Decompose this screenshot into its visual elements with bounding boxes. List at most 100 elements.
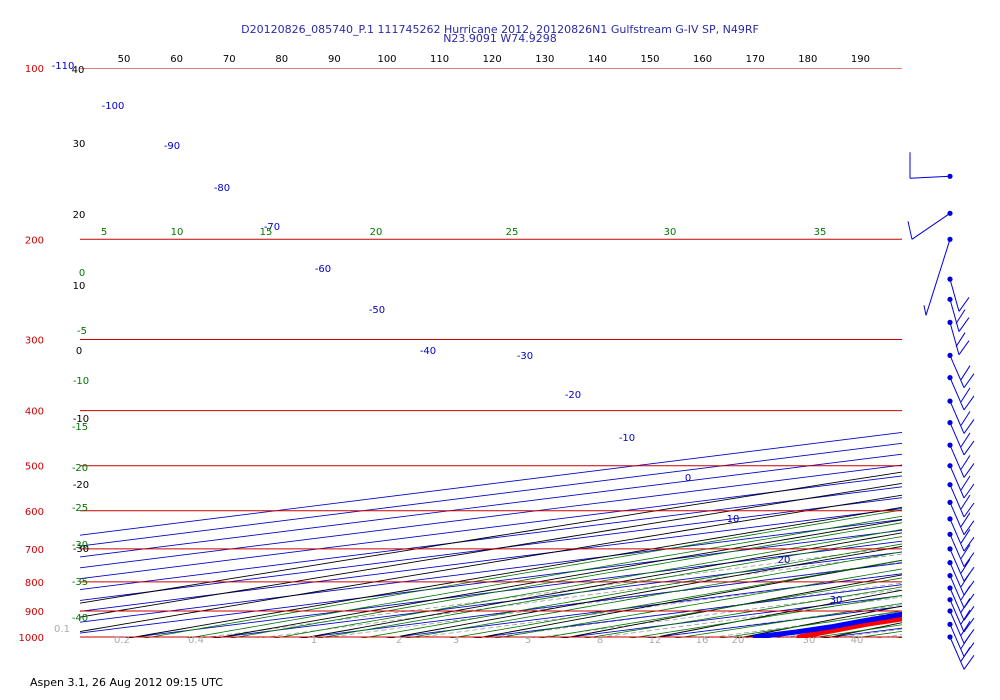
wind-barb-feather: [960, 455, 971, 470]
pressure-tick-label: 100: [25, 64, 44, 75]
wind-barb: [907, 210, 953, 240]
mixing-ratio-label: 8: [597, 635, 603, 646]
moist-adiabat-label: 5: [101, 227, 107, 238]
moist-adiabat-label: -20: [72, 463, 88, 474]
isotherm-line: [80, 453, 902, 558]
wind-barb-feather: [960, 365, 971, 380]
isotherm-label: 20: [778, 555, 791, 566]
top-axis-tick-label: 140: [588, 54, 607, 65]
moist-adiabat-label: -25: [72, 503, 88, 514]
dry-adiabat-line: [80, 471, 902, 604]
wind-barb-feather: [960, 494, 971, 510]
wind-barb-shaft: [949, 422, 965, 456]
wind-barbs: [907, 152, 975, 670]
wind-barb-feather: [963, 440, 975, 456]
wind-barb: [947, 634, 975, 670]
wind-barb-shaft: [949, 322, 960, 355]
isotherm-label: -70: [264, 222, 280, 233]
wind-barb-feather: [958, 317, 970, 332]
wind-barb-feather: [960, 411, 971, 426]
header-line-1: D20120826_085740_P.1 111745262 Hurricane…: [241, 23, 759, 36]
dry-adiabat-label: 30: [73, 139, 86, 150]
isotherm-label: -90: [164, 141, 180, 152]
wind-barb-shaft: [949, 624, 965, 657]
isotherm-line: [646, 606, 902, 638]
wind-barb-feather: [958, 340, 970, 355]
mixing-ratio-label: 5: [525, 635, 531, 646]
isotherm-line: [820, 627, 902, 638]
wind-barb: [947, 319, 970, 355]
wind-barb: [947, 516, 975, 552]
wind-barb-feather: [963, 395, 975, 411]
wind-barb-feather: [960, 475, 971, 491]
isotherm-label: -40: [420, 346, 436, 357]
wind-barb-shaft: [949, 299, 960, 332]
mixing-ratio-label: 0.2: [114, 635, 130, 646]
isotherm-line: [80, 508, 902, 612]
wind-barb-feather: [963, 617, 975, 633]
wind-barb-feather: [907, 221, 913, 240]
wind-barb: [947, 499, 975, 535]
wind-barb-feather: [960, 609, 971, 625]
dry-adiabat-line: [301, 532, 902, 638]
mixing-ratio-label: 0.1: [54, 624, 70, 635]
moist-adiabat-line: [360, 543, 902, 638]
wind-barb-feather: [960, 544, 971, 559]
isotherm-label: 10: [727, 514, 740, 525]
wind-barb-shaft: [949, 548, 965, 582]
mixing-ratio-label: 0.4: [188, 635, 204, 646]
dry-adiabat-line: [388, 545, 902, 638]
mixing-ratio-line: [592, 596, 902, 638]
moist-adiabat-line: [628, 595, 902, 638]
wind-barb: [909, 152, 953, 179]
mixing-ratio-label: 20: [732, 635, 745, 646]
wind-barb: [947, 276, 970, 312]
dry-adiabat-label: 10: [73, 281, 86, 292]
wind-barb-dot: [947, 173, 953, 179]
wind-barb-feather: [955, 309, 966, 324]
isotherm-line: [80, 486, 902, 590]
moist-adiabat-label: 30: [664, 227, 677, 238]
wind-barb-feather: [963, 520, 975, 535]
moist-adiabat-line: [493, 568, 902, 638]
moist-adiabat-line: [186, 515, 902, 638]
top-axis-tick-label: 130: [535, 54, 554, 65]
mixing-ratio-line: [704, 611, 902, 638]
mixing-ratio-label: 1: [311, 635, 317, 646]
dry-adiabat-line: [649, 589, 902, 638]
wind-barb-feather: [955, 332, 966, 347]
dry-adiabat-line: [80, 482, 902, 618]
wind-barb: [947, 296, 970, 332]
dry-adiabat-line: [213, 519, 902, 638]
isotherm-line: [80, 529, 902, 634]
top-axis-tick-label: 90: [328, 54, 341, 65]
isotherm-label: -50: [369, 305, 385, 316]
mixing-ratio-line: [484, 582, 902, 638]
mixing-ratio-line: [531, 588, 902, 638]
wind-barb-feather: [958, 297, 970, 312]
top-axis-tick-label: 120: [483, 54, 502, 65]
top-axis-tick-label: 170: [746, 54, 765, 65]
wind-barb-feather: [963, 483, 975, 499]
isotherm-label: 0: [685, 473, 691, 484]
isotherm-line: [80, 475, 902, 580]
moist-adiabat-label: 10: [171, 227, 184, 238]
mixing-ratio-label: 12: [649, 635, 662, 646]
wind-barb-feather: [960, 634, 971, 649]
wind-barb-feather: [963, 655, 975, 670]
isotherm-line: [80, 464, 902, 569]
moist-adiabat-line: [583, 586, 902, 638]
moist-adiabat-line: [449, 559, 902, 638]
wind-barb-shaft: [949, 599, 965, 633]
wind-barb-feather: [960, 387, 971, 403]
wind-barb: [947, 482, 975, 518]
isotherm-line: [211, 551, 902, 638]
wind-barb-feather: [960, 585, 971, 601]
moist-adiabat-line: [229, 522, 902, 638]
moist-adiabat-line: [538, 577, 902, 638]
wind-barb-shaft: [925, 239, 951, 316]
wind-barb-shaft: [949, 610, 965, 644]
wind-barb-feather: [960, 572, 971, 588]
pressure-tick-label: 800: [25, 578, 44, 589]
